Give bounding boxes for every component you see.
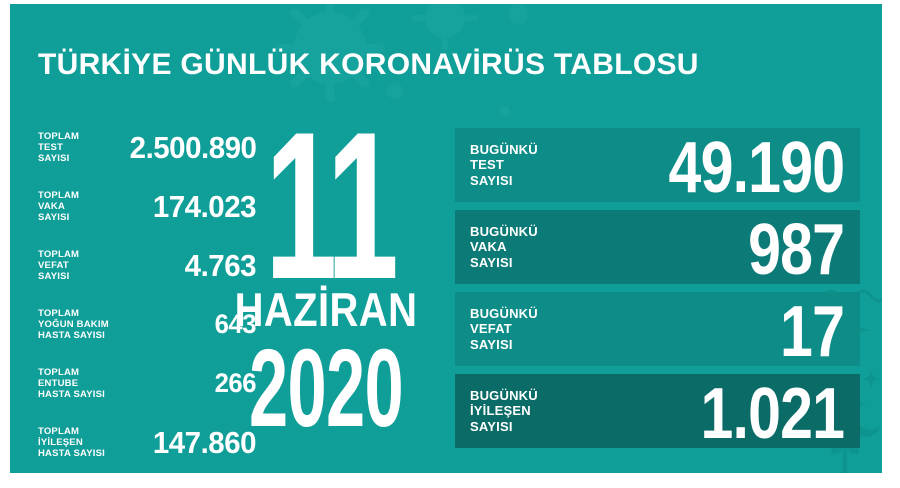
daily-label: BUGÜNKÜ İYİLEŞEN SAYISI: [455, 388, 538, 435]
total-row-yogun-bakim: TOPLAM YOĞUN BAKIM HASTA SAYISI 643: [38, 295, 256, 354]
label-line: SAYISI: [470, 172, 513, 188]
label-line: VEFAT: [38, 260, 69, 271]
label-line: SAYISI: [470, 418, 513, 434]
total-label: TOPLAM YOĞUN BAKIM HASTA SAYISI: [38, 308, 124, 341]
total-label: TOPLAM VAKA SAYISI: [38, 190, 124, 223]
label-line: ENTUBE: [38, 378, 79, 389]
label-line: TOPLAM: [38, 249, 80, 260]
daily-box-test: BUGÜNKÜ TEST SAYISI 49.190: [455, 128, 860, 208]
date-year: 2020: [248, 327, 404, 450]
daily-label: BUGÜNKÜ VAKA SAYISI: [455, 224, 538, 271]
daily-value: 17: [779, 292, 845, 372]
label-line: YOĞUN BAKIM: [38, 319, 109, 330]
daily-column: BUGÜNKÜ TEST SAYISI 49.190 BUGÜNKÜ VAKA …: [455, 128, 860, 454]
label-line: TOPLAM: [38, 308, 80, 319]
total-value: 2.500.890: [129, 129, 256, 165]
label-line: SAYISI: [470, 336, 513, 352]
totals-column: TOPLAM TEST SAYISI 2.500.890 TOPLAM VAKA…: [38, 118, 256, 472]
total-row-test: TOPLAM TEST SAYISI 2.500.890: [38, 118, 256, 177]
label-line: TEST: [38, 142, 64, 153]
date-month: HAZİRAN: [234, 283, 418, 336]
label-line: HASTA SAYISI: [38, 330, 105, 341]
daily-box-vaka: BUGÜNKÜ VAKA SAYISI 987: [455, 210, 860, 290]
label-line: TOPLAM: [38, 426, 80, 437]
label-line: SAYISI: [38, 271, 70, 282]
total-row-entube: TOPLAM ENTUBE HASTA SAYISI 266: [38, 354, 256, 413]
total-label: TOPLAM VEFAT SAYISI: [38, 249, 124, 282]
label-line: TOPLAM: [38, 367, 80, 378]
date-day: 11: [264, 88, 399, 323]
label-line: SAYISI: [38, 153, 70, 164]
page-title: TÜRKİYE GÜNLÜK KORONAVİRÜS TABLOSU: [38, 48, 699, 81]
daily-value: 987: [747, 210, 845, 290]
total-row-vefat: TOPLAM VEFAT SAYISI 4.763: [38, 236, 256, 295]
coronavirus-icon: [275, 4, 528, 116]
label-line: HASTA SAYISI: [38, 448, 105, 459]
label-line: SAYISI: [38, 212, 70, 223]
infographic-canvas: TÜRKİYE GÜNLÜK KORONAVİRÜS TABLOSU TOPLA…: [10, 4, 882, 473]
total-label: TOPLAM İYİLEŞEN HASTA SAYISI: [38, 426, 124, 459]
label-line: TEST: [470, 157, 505, 173]
label-line: BUGÜNKÜ: [470, 387, 538, 403]
daily-box-iyilesen: BUGÜNKÜ İYİLEŞEN SAYISI 1.021: [455, 374, 860, 454]
daily-label: BUGÜNKÜ VEFAT SAYISI: [455, 306, 538, 353]
label-line: BUGÜNKÜ: [470, 141, 538, 157]
label-line: HASTA SAYISI: [38, 389, 105, 400]
label-line: BUGÜNKÜ: [470, 305, 538, 321]
total-row-vaka: TOPLAM VAKA SAYISI 174.023: [38, 177, 256, 236]
label-line: TOPLAM: [38, 190, 80, 201]
total-value: 174.023: [152, 188, 257, 224]
label-line: İYİLEŞEN: [470, 403, 531, 419]
total-label: TOPLAM TEST SAYISI: [38, 131, 123, 164]
total-row-iyilesen: TOPLAM İYİLEŞEN HASTA SAYISI 147.860: [38, 413, 256, 472]
label-line: BUGÜNKÜ: [470, 223, 538, 239]
label-line: VAKA: [38, 201, 66, 212]
label-line: VEFAT: [470, 321, 512, 337]
daily-value: 49.190: [668, 128, 844, 208]
label-line: SAYISI: [470, 254, 513, 270]
daily-value: 1.021: [700, 374, 844, 454]
label-line: VAKA: [470, 239, 507, 255]
daily-box-vefat: BUGÜNKÜ VEFAT SAYISI 17: [455, 292, 860, 372]
total-value: 4.763: [184, 247, 257, 283]
total-value: 266: [214, 368, 257, 398]
total-value: 147.860: [152, 424, 257, 460]
daily-label: BUGÜNKÜ TEST SAYISI: [455, 142, 538, 189]
total-value: 643: [214, 309, 257, 339]
label-line: İYİLEŞEN: [38, 437, 83, 448]
total-label: TOPLAM ENTUBE HASTA SAYISI: [38, 367, 124, 400]
label-line: TOPLAM: [38, 131, 80, 142]
